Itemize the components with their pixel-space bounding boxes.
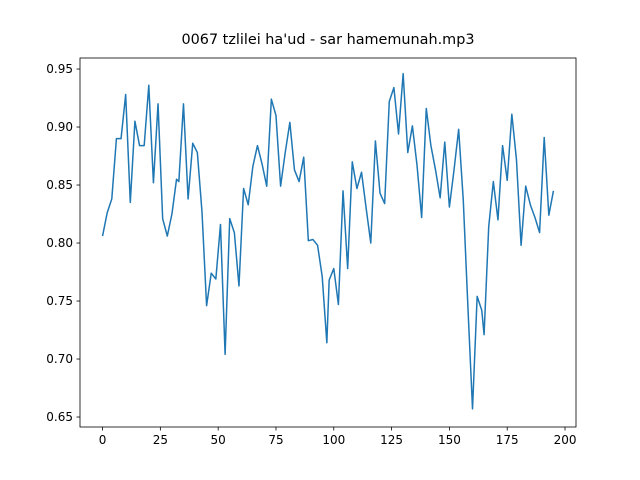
y-tick-label: 0.90 xyxy=(46,120,73,134)
plot-frame xyxy=(79,57,577,428)
chart-title: 0067 tzlilei ha'ud - sar hamemunah.mp3 xyxy=(181,32,474,48)
y-tick-label: 0.70 xyxy=(46,352,73,366)
y-tick-label: 0.80 xyxy=(46,236,73,250)
y-tick-label: 0.95 xyxy=(46,62,73,76)
y-tick-label: 0.65 xyxy=(46,410,73,424)
x-tick-label: 100 xyxy=(322,433,345,447)
x-tick-label: 200 xyxy=(554,433,577,447)
x-tick-label: 50 xyxy=(211,433,226,447)
x-tick-label: 125 xyxy=(380,433,403,447)
x-tick-label: 25 xyxy=(153,433,168,447)
x-tick-label: 150 xyxy=(438,433,461,447)
x-tick-label: 0 xyxy=(99,433,107,447)
y-tick-label: 0.75 xyxy=(46,294,73,308)
x-tick-label: 175 xyxy=(496,433,519,447)
x-tick-label: 75 xyxy=(268,433,283,447)
y-tick-label: 0.85 xyxy=(46,178,73,192)
line-series xyxy=(101,72,555,410)
